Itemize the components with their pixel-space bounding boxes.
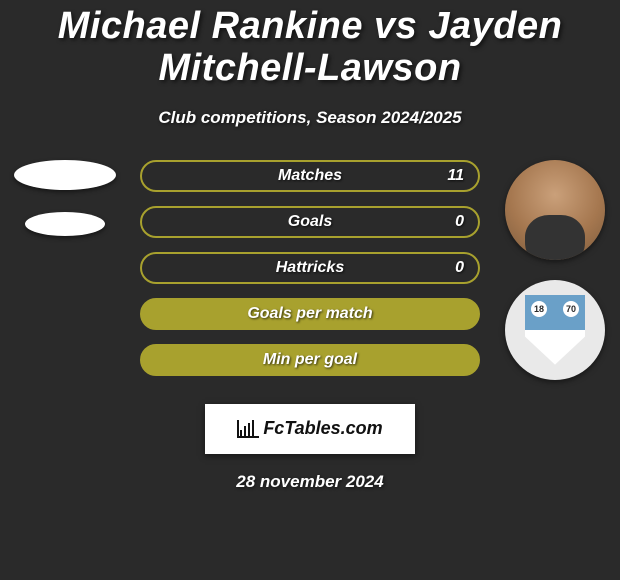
stat-bars: Matches 11 Goals 0 Hattricks 0 Goals per match… bbox=[140, 160, 480, 390]
page-title: Michael Rankine vs Jayden Mitchell-Lawso… bbox=[0, 0, 620, 90]
stat-bar-label: Goals per match bbox=[247, 305, 372, 323]
player-left-avatar-placeholder bbox=[14, 160, 116, 190]
brand-text: FcTables.com bbox=[263, 418, 382, 439]
brand-box[interactable]: FcTables.com bbox=[205, 404, 415, 454]
comparison-area: Matches 11 Goals 0 Hattricks 0 Goals per match… bbox=[0, 160, 620, 390]
player-right-column bbox=[490, 160, 620, 380]
stat-bar: Goals per match bbox=[140, 298, 480, 330]
stat-bar-label: Min per goal bbox=[263, 351, 357, 369]
stat-bar-right-value: 0 bbox=[455, 213, 464, 231]
stat-bar-right-value: 0 bbox=[455, 259, 464, 277]
brand-label: FcTables.com bbox=[237, 418, 382, 439]
stat-bar-label: Matches bbox=[278, 167, 342, 185]
bar-chart-icon bbox=[237, 420, 259, 438]
player-left-column bbox=[0, 160, 130, 258]
stat-bar: Goals 0 bbox=[140, 206, 480, 238]
stat-bar: Matches 11 bbox=[140, 160, 480, 192]
subtitle: Club competitions, Season 2024/2025 bbox=[0, 108, 620, 128]
stat-bar-label: Hattricks bbox=[276, 259, 344, 277]
date-label: 28 november 2024 bbox=[0, 472, 620, 492]
player-right-avatar bbox=[505, 160, 605, 260]
player-left-club-placeholder bbox=[25, 212, 105, 236]
stat-bar-right-value: 11 bbox=[447, 167, 464, 185]
stat-bar-label: Goals bbox=[288, 213, 332, 231]
club-badge-shield-icon bbox=[525, 295, 585, 365]
stat-bar: Min per goal bbox=[140, 344, 480, 376]
player-right-club-badge bbox=[505, 280, 605, 380]
stat-bar: Hattricks 0 bbox=[140, 252, 480, 284]
